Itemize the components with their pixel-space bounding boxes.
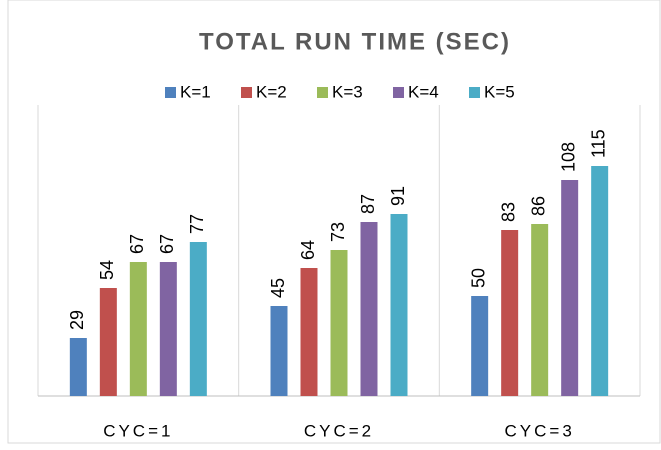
legend-swatch	[241, 87, 252, 98]
bar	[300, 268, 318, 396]
bar	[591, 166, 609, 396]
data-label: 29	[67, 310, 87, 330]
legend-label: K=5	[484, 82, 515, 101]
legend-swatch	[469, 87, 480, 98]
data-label: 54	[97, 260, 117, 280]
data-label: 73	[328, 222, 348, 242]
data-label: 108	[558, 142, 578, 172]
bar	[69, 338, 87, 396]
x-tick-label: CYC=3	[505, 421, 575, 440]
data-label: 45	[268, 278, 288, 298]
bar	[270, 306, 288, 396]
x-tick-label: CYC=1	[103, 421, 173, 440]
data-label: 83	[498, 202, 518, 222]
data-label: 87	[358, 194, 378, 214]
data-label: 64	[298, 240, 318, 260]
bar	[159, 262, 177, 396]
bar	[390, 214, 408, 396]
legend-label: K=4	[408, 82, 439, 101]
legend-label: K=1	[180, 82, 211, 101]
data-label: 50	[468, 268, 488, 288]
bar	[99, 288, 117, 396]
data-label: 86	[528, 196, 548, 216]
bar	[189, 242, 207, 396]
bar	[360, 222, 378, 396]
bar	[561, 180, 579, 396]
x-tick-label: CYC=2	[304, 421, 374, 440]
legend-label: K=2	[256, 82, 287, 101]
bar	[471, 296, 489, 396]
data-label: 67	[127, 234, 147, 254]
bar	[330, 250, 348, 396]
legend-label: K=3	[332, 82, 363, 101]
data-label: 115	[588, 129, 608, 158]
bar	[501, 230, 519, 396]
bar	[129, 262, 147, 396]
legend-swatch	[317, 87, 328, 98]
legend-swatch	[393, 87, 404, 98]
chart-title: TOTAL RUN TIME (SEC)	[199, 28, 511, 55]
data-label: 67	[157, 234, 177, 254]
data-label: 77	[187, 214, 207, 234]
legend-swatch	[165, 87, 176, 98]
data-label: 91	[388, 186, 408, 206]
bar	[531, 224, 549, 396]
